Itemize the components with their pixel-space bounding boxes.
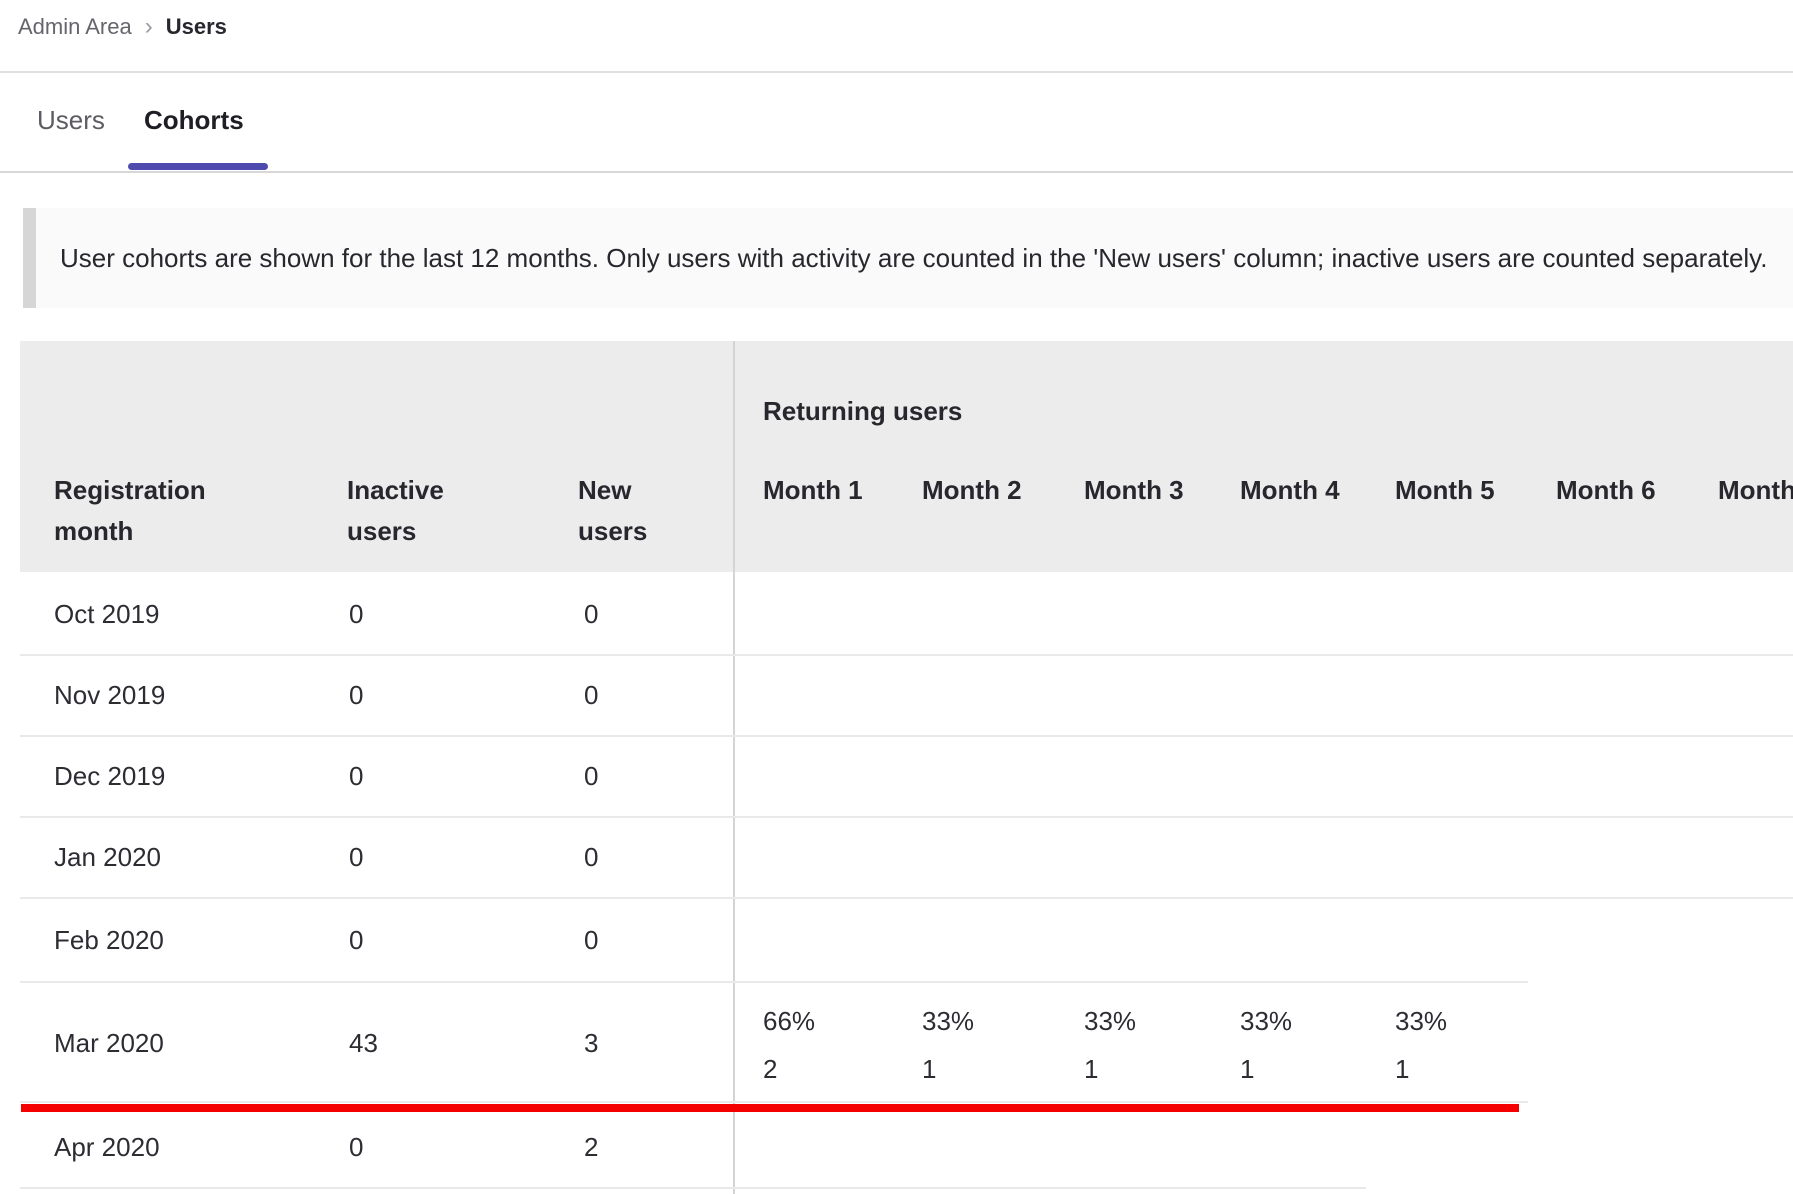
row-divider	[20, 816, 1793, 818]
returning-percent: 33%	[922, 1006, 975, 1036]
table-cell-new: 0	[584, 680, 599, 710]
info-banner: User cohorts are shown for the last 12 m…	[23, 208, 1793, 308]
row-divider	[20, 654, 1793, 656]
column-header-month-7: Month 7	[1718, 475, 1793, 505]
tab-cohorts[interactable]: Cohorts	[144, 105, 244, 135]
table-cell-inactive: 0	[349, 1132, 364, 1162]
tab-bar-border	[0, 171, 1793, 173]
table-cell-new: 3	[584, 1028, 599, 1058]
returning-count: 2	[763, 1054, 778, 1084]
column-header-month-5: Month 5	[1395, 475, 1495, 505]
row-divider	[20, 1101, 1528, 1103]
returning-cell-month-3: 33% 1	[1084, 997, 1136, 1093]
table-row-month-label: Apr 2020	[54, 1132, 160, 1162]
tab-bar: Users Cohorts	[0, 0, 1793, 173]
row-divider	[20, 1187, 1366, 1189]
row-divider	[20, 981, 1528, 983]
returning-count: 1	[922, 1054, 937, 1084]
returning-percent: 33%	[1240, 1006, 1293, 1036]
breadcrumb-chevron-icon: ›	[144, 13, 153, 40]
table-cell-new: 0	[584, 761, 599, 791]
table-cell-new: 0	[584, 842, 599, 872]
table-cell-inactive: 0	[349, 680, 364, 710]
returning-count: 1	[1395, 1054, 1410, 1084]
table-cell-inactive: 0	[349, 599, 364, 629]
column-header-month-6: Month 6	[1556, 475, 1656, 505]
table-cell-inactive: 0	[349, 925, 364, 955]
breadcrumb-admin-area-link[interactable]: Admin Area	[18, 14, 132, 39]
table-row-month-label: Nov 2019	[54, 680, 166, 710]
returning-count: 1	[1240, 1054, 1255, 1084]
returning-cell-month-4: 33% 1	[1240, 997, 1292, 1093]
table-row-month-label: Oct 2019	[54, 599, 160, 629]
returning-percent: 33%	[1395, 1006, 1448, 1036]
column-header-month-3: Month 3	[1084, 475, 1184, 505]
returning-percent: 33%	[1084, 1006, 1137, 1036]
column-header-month-4: Month 4	[1240, 475, 1340, 505]
column-header-inactive-users: Inactive users	[347, 475, 444, 546]
breadcrumb: Admin Area › Users	[18, 13, 227, 41]
column-header-month-1: Month 1	[763, 475, 863, 505]
red-annotation-underline	[21, 1104, 1519, 1112]
row-divider	[20, 735, 1793, 737]
table-row-month-label: Feb 2020	[54, 925, 164, 955]
table-vertical-divider	[733, 341, 735, 1194]
row-divider	[20, 897, 1793, 899]
table-cell-new: 0	[584, 599, 599, 629]
returning-users-group-header: Returning users	[763, 396, 963, 426]
returning-percent: 66%	[763, 1006, 816, 1036]
active-tab-indicator	[128, 163, 268, 170]
table-cell-inactive: 43	[349, 1028, 378, 1058]
returning-count: 1	[1084, 1054, 1099, 1084]
header-divider	[0, 71, 1793, 73]
table-cell-inactive: 0	[349, 761, 364, 791]
table-cell-new: 2	[584, 1132, 599, 1162]
returning-cell-month-5: 33% 1	[1395, 997, 1447, 1093]
column-header-month-2: Month 2	[922, 475, 1022, 505]
table-row-month-label: Dec 2019	[54, 761, 166, 791]
returning-cell-month-2: 33% 1	[922, 997, 974, 1093]
table-row-month-label: Jan 2020	[54, 842, 161, 872]
table-cell-inactive: 0	[349, 842, 364, 872]
breadcrumb-current-users[interactable]: Users	[165, 14, 227, 39]
column-header-new-users: New users	[578, 475, 648, 546]
table-row-month-label: Mar 2020	[54, 1028, 164, 1058]
info-banner-text: User cohorts are shown for the last 12 m…	[60, 243, 1768, 273]
table-header-background	[20, 341, 1793, 572]
returning-cell-month-1: 66% 2	[763, 997, 815, 1093]
table-cell-new: 0	[584, 925, 599, 955]
column-header-registration-month: Registration month	[54, 475, 206, 546]
tab-users[interactable]: Users	[37, 105, 105, 135]
